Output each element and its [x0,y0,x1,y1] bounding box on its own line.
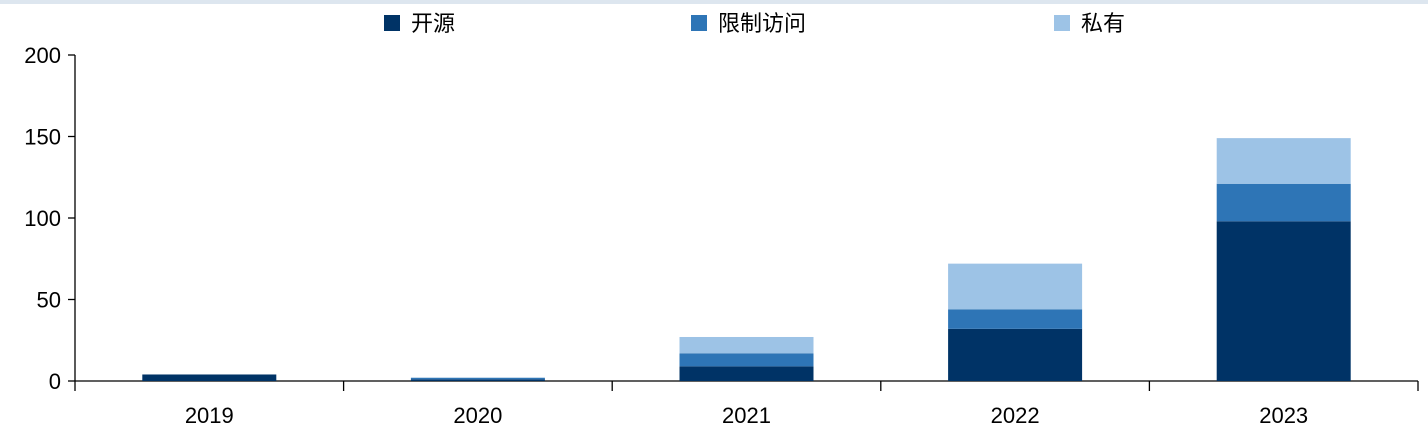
legend-label: 限制访问 [718,12,806,37]
bar-segment-2023-s2 [1216,138,1351,184]
legend-label: 开源 [411,12,455,37]
y-tick-label: 100 [24,206,61,231]
bar-segment-2021-s1 [679,353,814,367]
x-tick-label: 2023 [1259,403,1308,428]
y-tick-label: 200 [24,43,61,68]
y-axis: 0 50 100 150 200 [24,43,76,394]
y-tick-label: 0 [49,369,61,394]
bar-segment-2019-s0 [142,374,277,381]
bar-segment-2021-s0 [679,366,814,381]
legend: 开源 限制访问 私有 [384,12,1125,37]
bar-segment-2022-s2 [948,263,1083,310]
bar-segment-2020-s0 [410,379,545,381]
bars [142,138,1351,381]
x-tick-label: 2020 [453,403,502,428]
x-tick-label: 2019 [185,403,234,428]
x-tick-label: 2022 [991,403,1040,428]
bar-segment-2020-s1 [410,377,545,380]
bar-segment-2023-s0 [1216,221,1351,381]
top-rule [0,0,1428,4]
bar-segment-2023-s1 [1216,183,1351,222]
legend-swatch [1054,15,1070,31]
x-axis: 2019 2020 2021 2022 2023 [74,380,1419,428]
legend-swatch [384,15,400,31]
bar-segment-2021-s2 [679,336,814,354]
bar-segment-2022-s1 [948,309,1083,329]
y-tick-label: 50 [37,288,61,313]
bar-segment-2022-s0 [948,328,1083,381]
legend-swatch [691,15,707,31]
x-tick-label: 2021 [722,403,771,428]
y-tick-label: 150 [24,125,61,150]
legend-label: 私有 [1081,12,1125,37]
